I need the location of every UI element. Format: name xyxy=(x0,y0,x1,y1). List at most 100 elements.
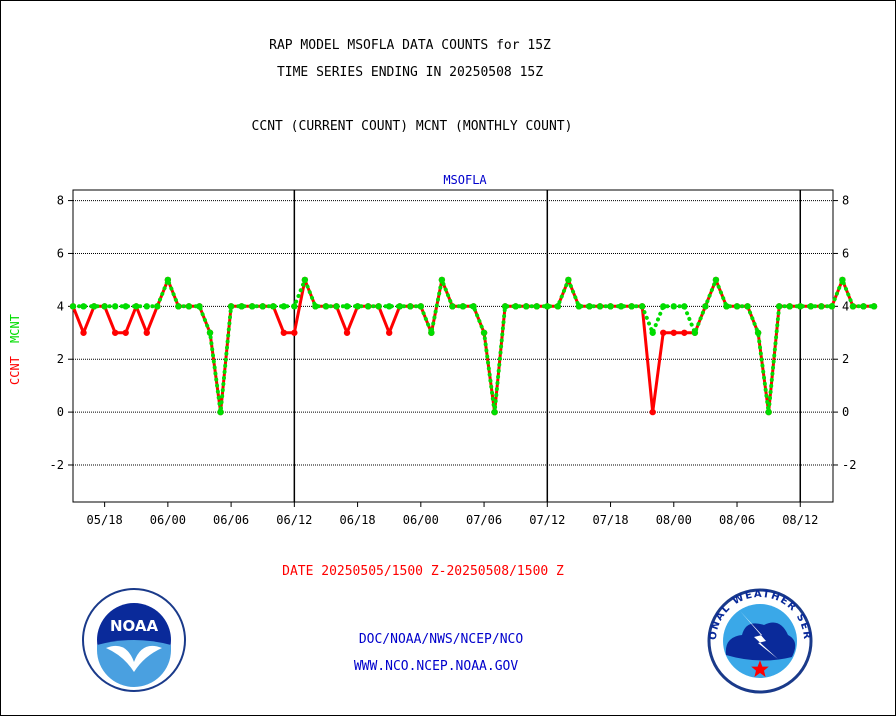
data-point-mcnt xyxy=(122,303,129,310)
chart-title-line2: TIME SERIES ENDING IN 20250508 15Z xyxy=(276,65,544,80)
noaa-logo-text: NOAA xyxy=(110,617,159,635)
xtick-label: 08/06 xyxy=(719,513,755,527)
data-point-mcnt xyxy=(206,329,214,336)
data-point-ccnt xyxy=(143,329,150,336)
data-point-mcnt xyxy=(702,303,709,310)
data-point-mcnt xyxy=(217,408,224,416)
data-point-mcnt xyxy=(681,303,688,310)
ytick-label-right: 8 xyxy=(842,194,849,208)
data-point-mcnt xyxy=(628,303,635,310)
data-point-mcnt xyxy=(196,303,203,310)
data-point-mcnt xyxy=(544,303,551,310)
data-point-mcnt xyxy=(101,303,108,310)
data-point-mcnt xyxy=(322,303,330,310)
data-point-mcnt xyxy=(248,303,256,310)
data-point-mcnt xyxy=(754,329,762,336)
ytick-label-left: 0 xyxy=(57,405,64,419)
series-mcnt xyxy=(69,276,878,416)
data-point-mcnt xyxy=(596,303,604,310)
data-point-mcnt xyxy=(533,303,540,310)
data-point-mcnt xyxy=(375,303,382,310)
data-point-mcnt xyxy=(449,303,456,310)
ytick-label-right: 6 xyxy=(842,246,849,260)
data-point-ccnt xyxy=(280,329,287,336)
data-point-mcnt xyxy=(512,303,519,310)
series-line-mcnt xyxy=(71,277,876,415)
data-point-mcnt xyxy=(396,303,403,310)
data-point-mcnt xyxy=(712,276,720,284)
data-point-mcnt xyxy=(554,303,562,310)
data-point-ccnt xyxy=(681,329,688,336)
data-point-mcnt xyxy=(586,303,593,310)
station-label: MSOFLA xyxy=(443,173,487,187)
data-point-mcnt xyxy=(733,303,741,310)
xtick-label: 06/00 xyxy=(150,513,186,527)
xtick-label: 07/18 xyxy=(592,513,628,527)
ytick-label-left: -2 xyxy=(50,458,64,472)
data-point-mcnt xyxy=(428,329,435,336)
data-point-mcnt xyxy=(744,303,751,310)
series-ccnt xyxy=(69,276,878,416)
data-point-ccnt xyxy=(670,329,677,336)
data-point-mcnt xyxy=(259,303,266,310)
data-point-ccnt xyxy=(649,408,656,416)
data-point-mcnt xyxy=(765,408,772,416)
data-point-mcnt xyxy=(185,303,193,310)
data-point-mcnt xyxy=(617,303,625,310)
date-range-label: DATE 20250505/1500 Z-20250508/1500 Z xyxy=(282,564,564,579)
data-point-mcnt xyxy=(870,303,878,310)
data-point-mcnt xyxy=(417,303,425,310)
data-point-mcnt xyxy=(175,303,182,310)
data-point-mcnt xyxy=(575,303,583,310)
xtick-label: 06/12 xyxy=(276,513,312,527)
data-point-mcnt xyxy=(565,276,572,284)
ytick-label-right: 0 xyxy=(842,405,849,419)
data-point-ccnt xyxy=(80,329,87,336)
data-point-mcnt xyxy=(280,303,287,310)
xtick-label: 05/18 xyxy=(87,513,123,527)
data-point-mcnt xyxy=(607,303,614,310)
data-point-mcnt xyxy=(333,303,340,310)
data-point-mcnt xyxy=(723,303,730,310)
ytick-label-right: -2 xyxy=(842,458,856,472)
data-point-mcnt xyxy=(470,303,477,310)
noaa-logo: NOAA xyxy=(82,588,186,692)
plot-area xyxy=(72,189,834,503)
data-point-mcnt xyxy=(238,303,245,310)
data-point-mcnt xyxy=(291,303,298,310)
data-point-mcnt xyxy=(164,276,172,284)
data-point-mcnt xyxy=(343,303,351,310)
data-point-mcnt xyxy=(270,303,277,310)
xtick-label: 08/00 xyxy=(656,513,692,527)
noaa-logo-gull xyxy=(106,645,162,672)
ytick-label-left: 8 xyxy=(57,194,64,208)
data-point-mcnt xyxy=(828,303,836,310)
data-point-mcnt xyxy=(111,303,119,310)
data-point-mcnt xyxy=(480,329,488,336)
website-link[interactable]: WWW.NCO.NCEP.NOAA.GOV xyxy=(353,659,519,674)
data-point-mcnt xyxy=(143,303,150,310)
data-point-mcnt xyxy=(312,303,319,310)
ytick-label-right: 2 xyxy=(842,352,849,366)
xtick-label: 06/06 xyxy=(213,513,249,527)
data-point-ccnt xyxy=(122,329,129,336)
ytick-label-right: 4 xyxy=(842,299,849,313)
ytick-label-left: 4 xyxy=(57,299,64,313)
data-point-mcnt xyxy=(227,303,235,310)
data-point-mcnt xyxy=(69,303,77,310)
agency-line: DOC/NOAA/NWS/NCEP/NCO xyxy=(358,632,524,647)
ytick-label-left: 6 xyxy=(57,246,64,260)
data-point-mcnt xyxy=(660,303,667,310)
xtick-label: 06/00 xyxy=(403,513,439,527)
data-point-mcnt xyxy=(818,303,825,310)
data-point-mcnt xyxy=(797,303,804,310)
data-point-mcnt xyxy=(786,303,793,310)
series-line-ccnt xyxy=(71,278,876,414)
nws-logo-star xyxy=(751,660,769,677)
chart-subtitle: CCNT (CURRENT COUNT) MCNT (MONTHLY COUNT… xyxy=(251,119,573,134)
data-point-mcnt xyxy=(849,303,857,310)
data-point-mcnt xyxy=(860,303,867,310)
ylabel-ccnt: CCNT xyxy=(8,356,22,385)
xtick-label: 07/06 xyxy=(466,513,502,527)
